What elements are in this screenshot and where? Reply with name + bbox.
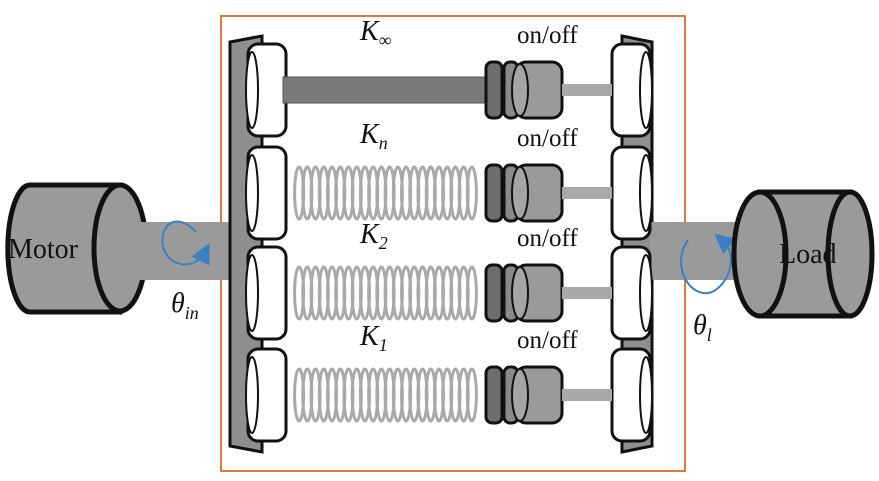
left-bearing-face bbox=[245, 51, 259, 129]
theta-in-label: θin bbox=[171, 288, 199, 323]
spring bbox=[293, 367, 478, 423]
spring bbox=[293, 165, 478, 221]
stiffness-label: Kn bbox=[359, 119, 388, 153]
input-shaft bbox=[140, 222, 232, 280]
left-bearing-face bbox=[245, 254, 259, 332]
stiffness-label: K2 bbox=[359, 219, 388, 253]
clutch-disc-a bbox=[484, 365, 504, 425]
spring-coil bbox=[465, 367, 478, 423]
theta-l-label: θl bbox=[693, 310, 712, 345]
input-rotation-arrow bbox=[161, 220, 210, 266]
branch-0: K∞ on/off bbox=[245, 16, 653, 138]
spring-coil bbox=[465, 165, 478, 221]
left-plate bbox=[228, 34, 264, 454]
left-bearing-face bbox=[245, 154, 259, 232]
right-bearing-face bbox=[639, 254, 653, 332]
clutch-face bbox=[511, 166, 529, 220]
right-bearing-face bbox=[639, 356, 653, 434]
right-bearing-face bbox=[639, 51, 653, 129]
switch-label: on/off bbox=[517, 225, 578, 252]
clutch-face bbox=[511, 266, 529, 320]
branch-1: Kn on/off bbox=[245, 119, 653, 241]
clutch-face bbox=[511, 368, 529, 422]
spring bbox=[293, 265, 478, 321]
right-bearing-face bbox=[639, 154, 653, 232]
spring-coil bbox=[465, 265, 478, 321]
output-link bbox=[562, 187, 612, 199]
stiffness-label: K1 bbox=[359, 321, 388, 355]
motor-label: Motor bbox=[8, 234, 79, 265]
load-label: Load bbox=[779, 239, 837, 270]
branch-3: K1 on/off bbox=[245, 321, 653, 443]
rigid-rod bbox=[282, 76, 494, 104]
output-link bbox=[562, 84, 612, 96]
output-link bbox=[562, 389, 612, 401]
motor: Motor bbox=[5, 182, 149, 315]
clutch-disc-a bbox=[484, 163, 504, 223]
stiffness-branches: K∞ on/off Kn on/off K2 on/off K1 on/off bbox=[245, 16, 653, 443]
switch-label: on/off bbox=[517, 327, 578, 354]
stiffness-label: K∞ bbox=[359, 16, 392, 50]
load: Load bbox=[731, 189, 875, 319]
output-link bbox=[562, 287, 612, 299]
switch-label: on/off bbox=[517, 22, 578, 49]
output-rotation-arrow bbox=[680, 233, 737, 295]
branch-2: K2 on/off bbox=[245, 219, 653, 341]
clutch-face bbox=[511, 63, 529, 117]
clutch-disc-a bbox=[484, 60, 504, 120]
switch-label: on/off bbox=[517, 125, 578, 152]
left-bearing-face bbox=[245, 356, 259, 434]
clutch-disc-a bbox=[484, 263, 504, 323]
